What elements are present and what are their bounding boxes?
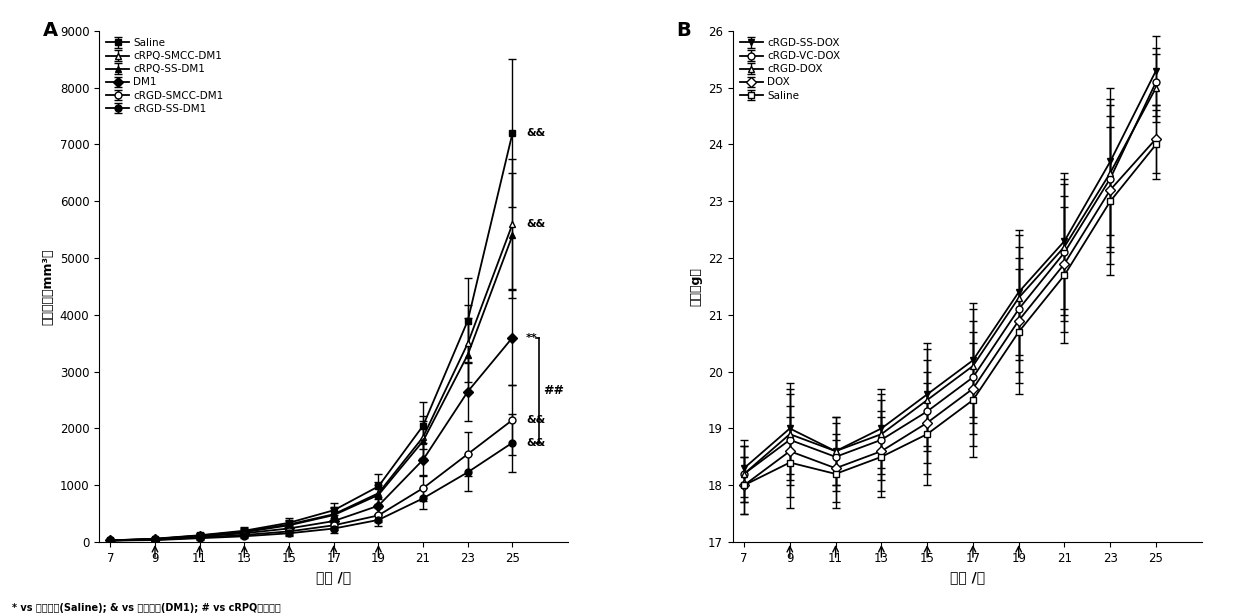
Text: * vs 空白对照(Saline); & vs 游离药物(DM1); # vs cRPQ系列制剂: * vs 空白对照(Saline); & vs 游离药物(DM1); # vs … bbox=[12, 603, 281, 613]
Text: B: B bbox=[676, 20, 691, 39]
Text: &&: && bbox=[525, 219, 545, 229]
X-axis label: 时间 /天: 时间 /天 bbox=[949, 570, 985, 585]
Text: **: ** bbox=[525, 333, 538, 342]
Y-axis label: 肿瘾体积（mm³）: 肿瘾体积（mm³） bbox=[41, 248, 55, 325]
Text: &&: && bbox=[525, 437, 545, 448]
Text: &&: && bbox=[525, 415, 545, 425]
Text: ##: ## bbox=[543, 384, 564, 397]
Legend: cRGD-SS-DOX, cRGD-VC-DOX, cRGD-DOX, DOX, Saline: cRGD-SS-DOX, cRGD-VC-DOX, cRGD-DOX, DOX,… bbox=[736, 34, 844, 105]
Legend: Saline, cRPQ-SMCC-DM1, cRPQ-SS-DM1, DM1, cRGD-SMCC-DM1, cRGD-SS-DM1: Saline, cRPQ-SMCC-DM1, cRPQ-SS-DM1, DM1,… bbox=[103, 34, 228, 118]
Y-axis label: 体重（g）: 体重（g） bbox=[689, 267, 703, 306]
Text: A: A bbox=[43, 20, 58, 39]
Text: &&: && bbox=[525, 128, 545, 138]
X-axis label: 时间 /天: 时间 /天 bbox=[316, 570, 352, 585]
